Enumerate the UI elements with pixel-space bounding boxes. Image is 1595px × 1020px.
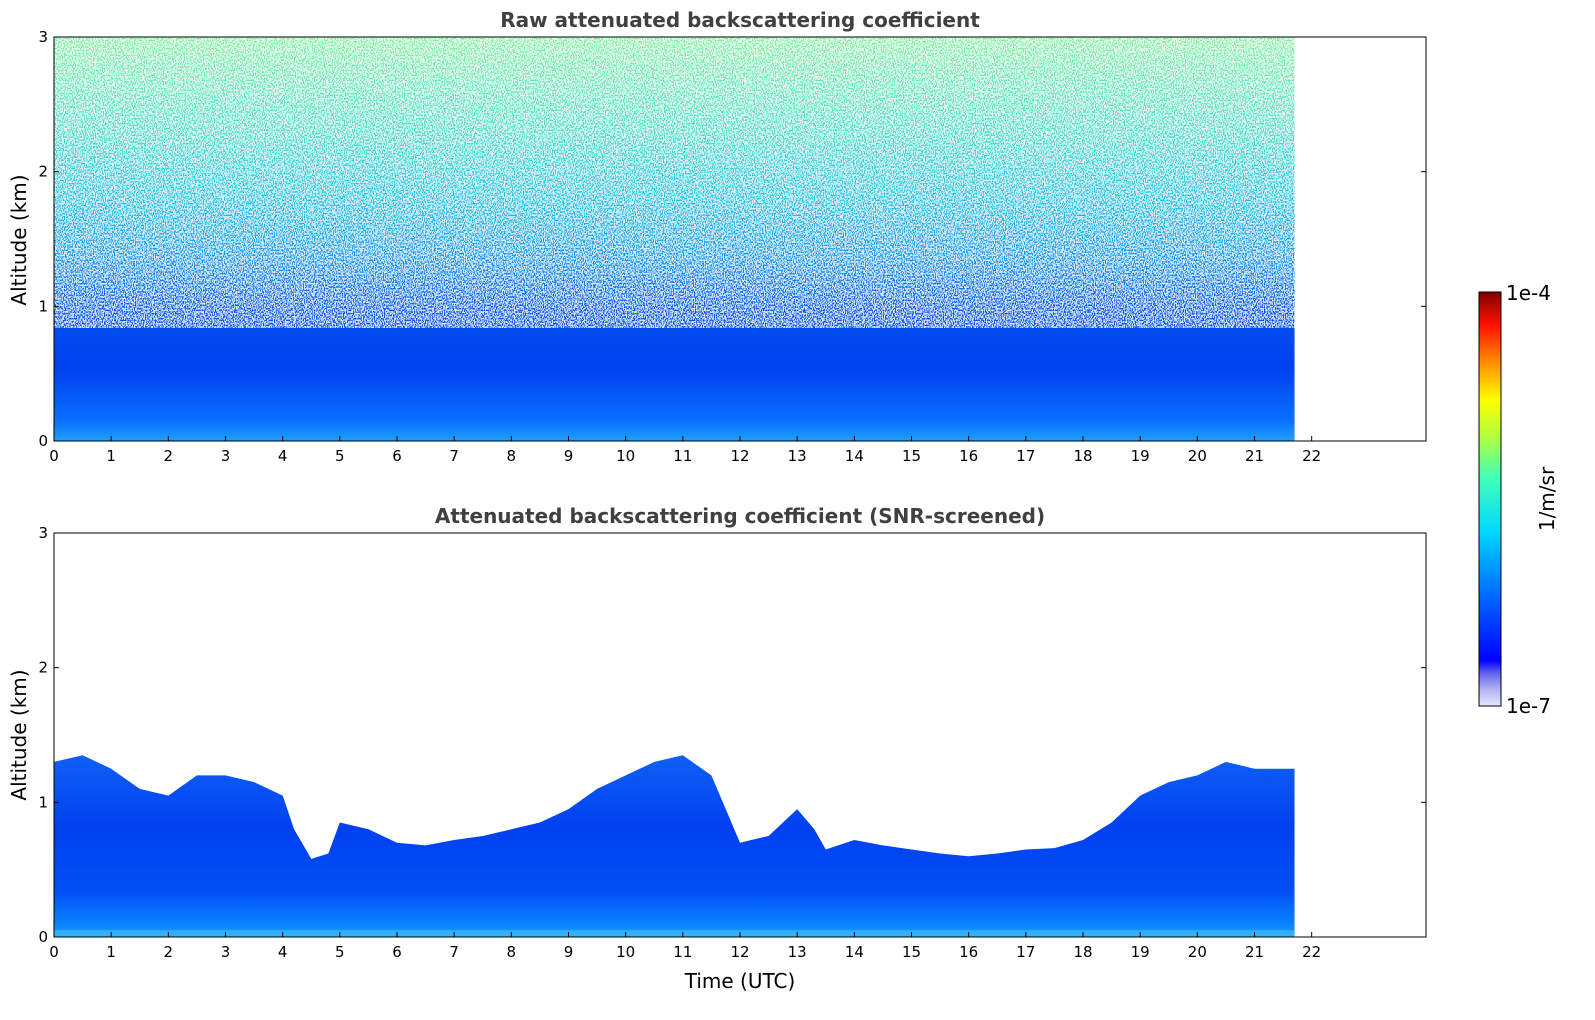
x-tick-label: 14 [845,943,864,961]
x-tick-label: 3 [221,943,231,961]
x-tick-label: 0 [49,447,59,465]
colorbar-unit-label: 1/m/sr [1535,466,1559,531]
x-tick-label: 15 [902,447,921,465]
x-tick-label: 17 [1016,943,1035,961]
panel2-xlabel: Time (UTC) [684,969,796,993]
y-tick-label: 3 [38,28,48,46]
x-tick-label: 16 [959,943,978,961]
x-tick-label: 0 [49,943,59,961]
x-tick-label: 10 [616,943,635,961]
x-tick-label: 11 [673,447,692,465]
x-tick-label: 4 [278,447,288,465]
colorbar-max-label: 1e-4 [1506,281,1551,305]
x-tick-label: 7 [449,447,459,465]
x-tick-label: 3 [221,447,231,465]
x-tick-label: 7 [449,943,459,961]
x-tick-label: 8 [507,447,517,465]
x-tick-label: 1 [106,447,116,465]
x-tick-label: 21 [1245,447,1264,465]
x-tick-label: 12 [730,447,749,465]
x-tick-label: 22 [1302,447,1321,465]
boundary-layer-area [54,755,1295,937]
y-tick-label: 1 [38,297,48,315]
x-tick-label: 18 [1073,447,1092,465]
panel2-ylabel: Altitude (km) [7,669,31,800]
x-tick-label: 2 [164,943,174,961]
panel2-title: Attenuated backscattering coefficient (S… [435,504,1045,528]
colorbar-min-label: 1e-7 [1506,694,1551,718]
panel1-y-ticks: 0 1 2 3 [38,28,1426,450]
panel1-x-ticks: 0 1 2 3 4 5 6 7 8 9 10 11 12 13 14 15 16 17 18 19 20 21 22 [49,436,1321,465]
x-tick-label: 9 [564,943,574,961]
x-tick-label: 9 [564,447,574,465]
x-tick-label: 15 [902,943,921,961]
x-tick-label: 21 [1245,943,1264,961]
panel2-x-ticks: 0 1 2 3 4 5 6 7 8 9 10 11 12 13 14 15 16 17 18 19 20 21 22 [49,932,1321,961]
x-tick-label: 13 [788,943,807,961]
x-tick-label: 18 [1073,943,1092,961]
x-tick-label: 17 [1016,447,1035,465]
panel1-title: Raw attenuated backscattering coefficien… [500,8,980,32]
x-tick-label: 16 [959,447,978,465]
x-tick-label: 4 [278,943,288,961]
x-tick-label: 5 [335,447,345,465]
panel2-y-ticks: 0 1 2 3 [38,524,1426,946]
x-tick-label: 5 [335,943,345,961]
snr-screened-panel: Attenuated backscattering coefficient (S… [7,504,1427,993]
x-tick-label: 14 [845,447,864,465]
x-tick-label: 11 [673,943,692,961]
y-tick-label: 2 [38,163,48,181]
surface-layer [54,930,1295,937]
y-tick-label: 0 [38,928,48,946]
x-tick-label: 19 [1131,943,1150,961]
y-tick-label: 0 [38,432,48,450]
x-tick-label: 8 [507,943,517,961]
y-tick-label: 1 [38,793,48,811]
raw-backscatter-panel: Raw attenuated backscattering coefficien… [7,8,1427,465]
y-tick-label: 2 [38,659,48,677]
x-tick-label: 10 [616,447,635,465]
x-tick-label: 20 [1188,447,1207,465]
x-tick-label: 12 [730,943,749,961]
colorbar: 1e-4 1e-7 1/m/sr [1478,281,1559,718]
x-tick-label: 2 [164,447,174,465]
raw-noise [54,37,1295,328]
panel1-ylabel: Altitude (km) [7,174,31,305]
x-tick-label: 6 [392,447,402,465]
panel1-heatmap [54,37,1295,441]
y-tick-label: 3 [38,524,48,542]
colorbar-gradient [1478,291,1502,707]
panel2-heatmap [54,755,1295,937]
x-tick-label: 6 [392,943,402,961]
x-tick-label: 20 [1188,943,1207,961]
x-tick-label: 22 [1302,943,1321,961]
x-tick-label: 19 [1131,447,1150,465]
x-tick-label: 13 [788,447,807,465]
x-tick-label: 1 [106,943,116,961]
